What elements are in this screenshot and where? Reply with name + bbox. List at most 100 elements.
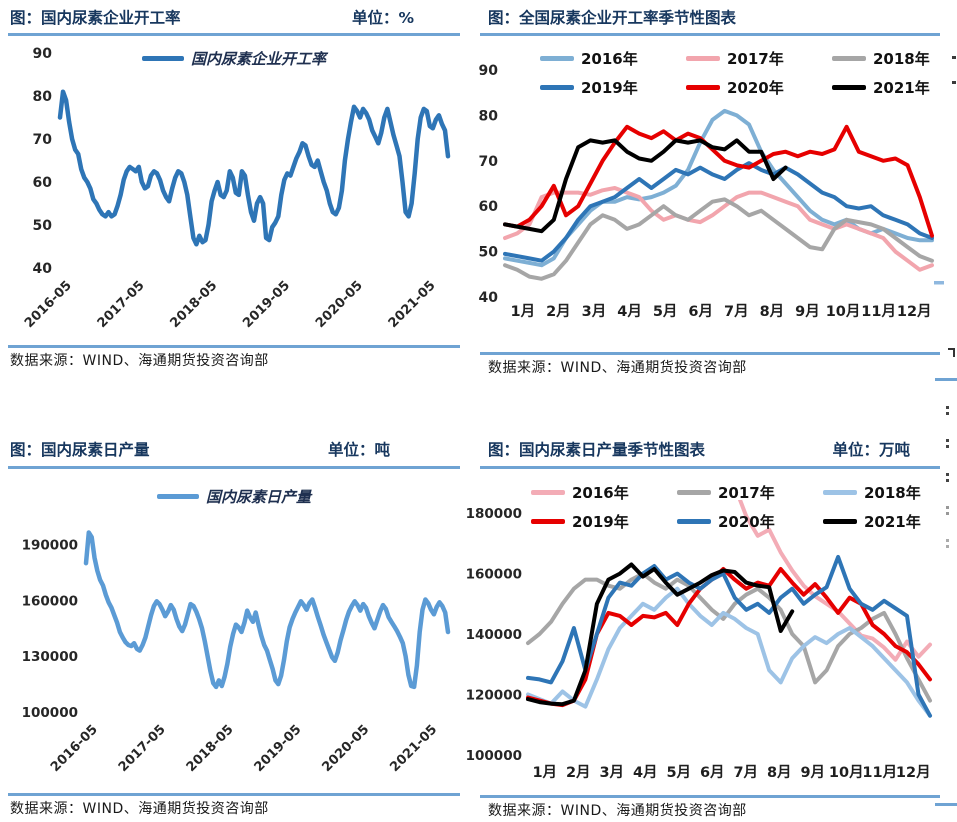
y-axis-tick: 120000	[466, 688, 522, 704]
x-axis-tick: 4月	[617, 303, 642, 320]
x-axis-tick: 11月	[861, 303, 896, 320]
chart-legend: 国内尿素日产量	[8, 486, 460, 507]
x-axis-tick: 7月	[724, 303, 749, 320]
x-axis-tick: 2016-05	[22, 278, 75, 331]
x-axis-tick: 8月	[760, 303, 785, 320]
data-source: 数据来源：WIND、海通期货投资咨询部	[10, 801, 269, 817]
series-line-2018年	[503, 197, 934, 281]
legend-item-2021年: 2021年	[832, 77, 957, 98]
panel-operating-rate-seasonal: 图：全国尿素企业开工率季节性图表 40 50 60 70 80 90 1月 2月 3月 4月 5月 6…	[479, 6, 940, 384]
x-axis-tick: 2019-05	[252, 722, 305, 775]
series-line-2017年	[526, 571, 932, 703]
legend-item-2019年: 2019年	[540, 77, 686, 98]
y-axis-tick: 80	[479, 108, 499, 124]
panel-operating-rate-trend: 图：国内尿素企业开工率 单位：% 40 50 60 70 80 90 2016-05 2017…	[8, 6, 460, 376]
x-axis-tick: 12月	[896, 764, 931, 781]
x-axis-tick: 6月	[688, 303, 713, 320]
y-axis-tick: 40	[33, 261, 53, 277]
legend-marker-icon	[686, 56, 720, 61]
y-axis-tick: 60	[479, 199, 499, 215]
y-axis-tick: 80	[33, 89, 53, 105]
unit-label: 单位：吨	[327, 441, 390, 459]
chart-legend: 2016年 2017年 2018年 2019年 2020年 2021年	[531, 482, 957, 532]
x-axis-tick: 7月	[733, 764, 758, 781]
legend-item-2016年: 2016年	[540, 48, 686, 69]
chart-legend: 国内尿素企业开工率	[8, 48, 460, 69]
chart-legend: 2016年 2017年 2018年 2019年 2020年 2021年	[540, 48, 957, 98]
data-source: 数据来源：WIND、海通期货投资咨询部	[488, 803, 747, 819]
y-axis-tick: 100000	[22, 705, 78, 721]
header-divider	[8, 466, 460, 469]
legend-marker-icon	[823, 519, 857, 524]
x-axis-tick: 12月	[897, 303, 932, 320]
legend-label: 2016年	[581, 50, 638, 68]
legend-label: 国内尿素日产量	[205, 488, 311, 506]
series-line-2021年	[503, 138, 788, 234]
x-axis-tick: 2月	[566, 764, 591, 781]
panel-header: 图：国内尿素日产量季节性图表 单位：万吨	[480, 438, 940, 462]
legend-label: 2020年	[727, 79, 784, 97]
x-axis-tick: 5月	[653, 303, 678, 320]
data-source: 数据来源：WIND、海通期货投资咨询部	[488, 360, 747, 376]
operating-rate-seasonal-chart: 40 50 60 70 80 90 1月 2月 3月 4月 5月 6月 7月 8月 9月 10月 11月 12月	[479, 63, 934, 320]
legend-label: 2018年	[864, 484, 921, 502]
legend-label: 2019年	[572, 513, 629, 531]
footer-divider	[8, 793, 460, 796]
legend-marker-icon	[823, 490, 857, 495]
header-divider	[480, 33, 940, 36]
legend-marker-icon	[540, 56, 574, 61]
legend-marker-icon	[531, 490, 565, 495]
legend-marker-icon	[540, 85, 574, 90]
series-line-2020年	[526, 554, 932, 718]
panel-daily-output-seasonal: 图：国内尿素日产量季节性图表 单位：万吨 100000 120000 140000 1…	[466, 438, 940, 822]
legend-item-2018年: 2018年	[823, 482, 957, 503]
footer-divider	[480, 795, 940, 798]
x-axis-tick: 1月	[510, 303, 535, 320]
footer-divider	[480, 352, 940, 355]
legend-marker-icon	[832, 56, 866, 61]
x-axis-tick: 2016-05	[48, 722, 101, 775]
x-axis-tick: 10月	[829, 764, 864, 781]
y-axis-tick: 50	[33, 218, 53, 234]
legend-item-2018年: 2018年	[832, 48, 957, 69]
legend-item-2019年: 2019年	[531, 511, 677, 532]
y-axis-tick: 40	[479, 290, 499, 306]
legend-marker-icon	[677, 490, 711, 495]
x-axis-tick: 3月	[599, 764, 624, 781]
panel-header: 图：国内尿素企业开工率 单位：%	[8, 6, 460, 30]
legend-marker-icon	[141, 56, 184, 61]
chart-title: 图：国内尿素日产量季节性图表	[488, 441, 706, 459]
chart-title: 图：国内尿素日产量	[10, 441, 150, 459]
x-axis-tick: 2020-05	[313, 278, 366, 331]
x-axis-tick: 2019-05	[240, 278, 293, 331]
panel-header: 图：国内尿素日产量 单位：吨	[8, 438, 460, 462]
x-axis-tick: 5月	[666, 764, 691, 781]
data-source: 数据来源：WIND、海通期货投资咨询部	[10, 353, 269, 369]
legend-label: 2017年	[727, 50, 784, 68]
legend-marker-icon	[832, 85, 866, 90]
series-line-2020年	[503, 124, 934, 238]
legend-label: 2018年	[873, 50, 930, 68]
x-axis-tick: 2020-05	[320, 722, 373, 775]
y-axis-tick: 90	[33, 46, 53, 62]
y-axis-tick: 100000	[466, 748, 522, 764]
legend-item-2017年: 2017年	[677, 482, 823, 503]
legend-label: 2019年	[581, 79, 638, 97]
y-axis-tick: 130000	[22, 649, 78, 665]
y-axis-tick: 60	[33, 175, 53, 191]
legend-item-2017年: 2017年	[686, 48, 832, 69]
x-axis-tick: 11月	[862, 764, 897, 781]
legend-label: 2020年	[718, 513, 775, 531]
legend-label: 2017年	[718, 484, 775, 502]
x-axis-tick: 2021-05	[386, 278, 439, 331]
header-divider	[480, 466, 940, 469]
series-line-国内尿素企业开工率	[57, 89, 451, 247]
legend-item-2020年: 2020年	[677, 511, 823, 532]
series-line-国内尿素日产量	[83, 530, 451, 690]
x-axis-tick: 9月	[800, 764, 825, 781]
y-axis-tick: 140000	[466, 627, 522, 643]
legend-item-2016年: 2016年	[531, 482, 677, 503]
legend-marker-icon	[677, 519, 711, 524]
x-axis-tick: 2018-05	[184, 722, 237, 775]
x-axis-tick: 2017-05	[116, 722, 169, 775]
